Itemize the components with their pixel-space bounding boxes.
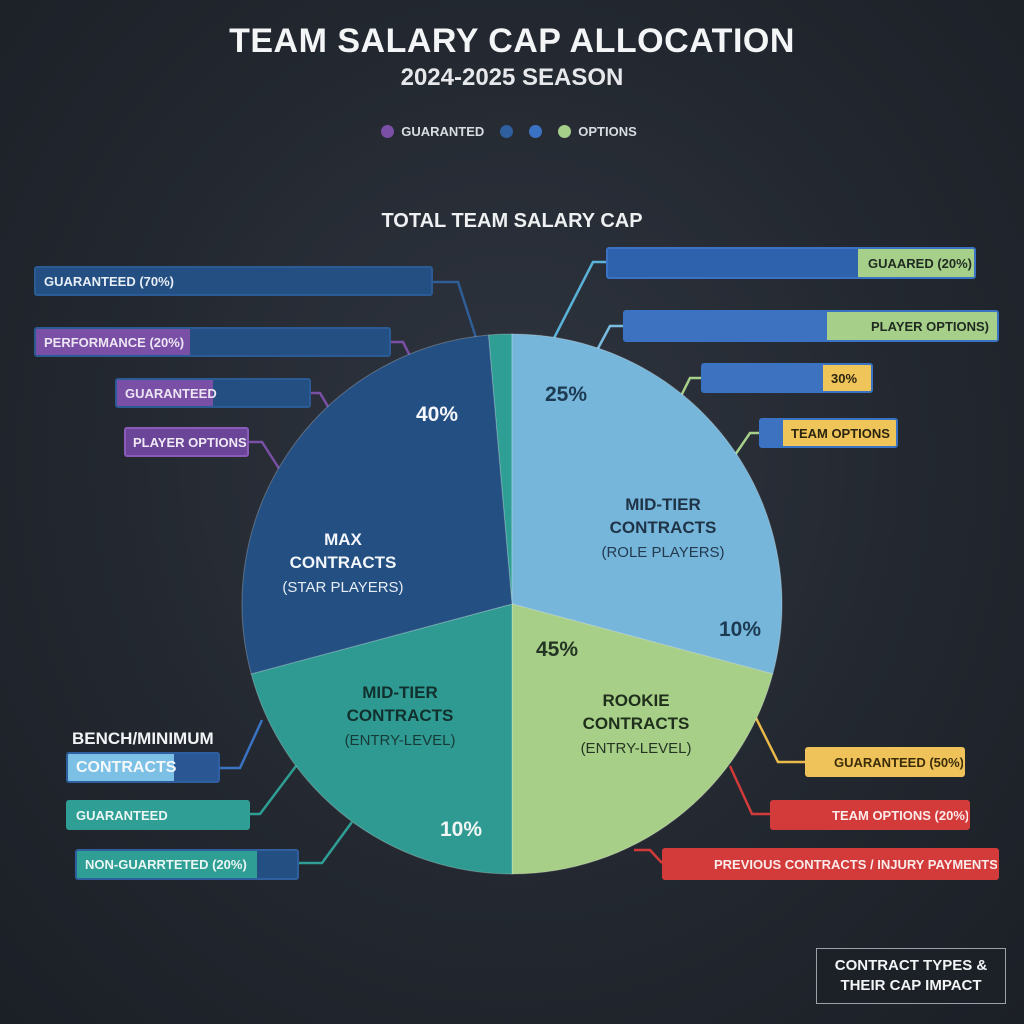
pie-text: MID-TIER CONTRACTS (ROLE PLAYERS) ROOKIE CON…: [282, 383, 761, 841]
slice-title-line: ROOKIE: [602, 691, 669, 710]
callout-label: GUARANTEED: [76, 807, 168, 823]
percent-label: 45%: [536, 638, 578, 661]
percent-label: 10%: [440, 818, 482, 841]
pie-slice: [241, 334, 513, 675]
callout-guaranteed-50: GUARANTEED (50%): [805, 747, 965, 777]
callout-non-guaranteed-20: NON-GUARRTETED (20%): [75, 849, 299, 880]
callout-label: CONTRACTS: [68, 754, 176, 781]
connector-line: [550, 260, 607, 343]
callout-30: 30%: [701, 363, 873, 393]
callout-previous-contracts: PREVIOUS CONTRACTS / INJURY PAYMENTS: [662, 848, 999, 880]
callout-player-options-left: PLAYER OPTIONS): [124, 427, 249, 457]
connector-line: [298, 821, 354, 865]
connector-line: [310, 391, 332, 411]
callout-performance-20: PERFORMANCE (20%): [34, 327, 391, 357]
legend-item-guaranted: GUARANTED: [381, 124, 484, 139]
callout-guaared-20: GUAARED (20%): [606, 247, 976, 279]
footer-box: CONTRACT TYPES & THEIR CAP IMPACT: [816, 948, 1006, 1004]
callout-contracts: CONTRACTS: [66, 752, 220, 783]
legend-item-blue-dark: [500, 125, 514, 138]
slice-sublabel: (ROLE PLAYERS): [601, 544, 724, 561]
footer-line-1: CONTRACT TYPES &: [834, 957, 988, 974]
connector-line: [432, 280, 480, 345]
slice-title-line: CONTRACTS: [610, 518, 717, 537]
connector-line: [248, 440, 282, 471]
callout-label: TEAM OPTIONS (20%): [832, 807, 970, 823]
slice-sublabel: (ENTRY-LEVEL): [345, 732, 456, 749]
legend-item-options: OPTIONS: [558, 124, 637, 139]
connector-line: [390, 340, 414, 361]
callout-guaranteed-70: GUARANTEED (70%): [34, 266, 433, 296]
callout-label: PLAYER OPTIONS): [827, 312, 997, 340]
bench-minimum-title: BENCH/MINIMUM: [72, 729, 214, 748]
pie-slice: [487, 333, 513, 605]
connector-line: [594, 324, 623, 353]
legend-label: OPTIONS: [578, 124, 637, 139]
connector-line: [733, 431, 760, 456]
legend-item-blue: [529, 125, 543, 138]
slice-title-line: CONTRACTS: [583, 714, 690, 733]
connector-line: [728, 765, 770, 816]
slice-title-line: MID-TIER: [362, 683, 438, 702]
callout-label: NON-GUARRTETED (20%): [77, 851, 257, 878]
slice-title-line: CONTRACTS: [347, 706, 454, 725]
chart-subtitle: 2024-2025 SEASON: [400, 64, 624, 91]
callout-team-options-right: TEAM OPTIONS: [759, 418, 898, 448]
legend-swatch-green: [558, 125, 572, 138]
callout-label: GUARANTEED (50%): [834, 754, 965, 770]
pie-slice: [250, 603, 513, 875]
callout-label: PREVIOUS CONTRACTS / INJURY PAYMENTS: [714, 856, 998, 872]
slice-sublabel: (ENTRY-LEVEL): [581, 740, 692, 757]
percent-label: 25%: [545, 383, 587, 406]
percent-label: 40%: [416, 403, 458, 426]
callout-label: GUARANTEED: [117, 380, 217, 406]
chart-title: TEAM SALARY CAP ALLOCATION: [229, 22, 795, 60]
callout-player-options-right: PLAYER OPTIONS): [623, 310, 999, 342]
callout-guaranteed: GUARANTEED: [115, 378, 311, 408]
connector-line: [634, 848, 663, 864]
pie-slices: [241, 333, 783, 875]
pie-slice: [511, 603, 774, 875]
callout-label: GUAARED (20%): [858, 249, 974, 277]
connector-line: [678, 376, 702, 399]
slice-title-line: CONTRACTS: [290, 553, 397, 572]
callout-label: GUARANTEED (70%): [44, 273, 175, 289]
legend-swatch-blue: [529, 125, 543, 138]
legend-swatch-dark-blue: [500, 125, 514, 138]
callout-label: PLAYER OPTIONS): [133, 434, 249, 450]
total-salary-cap-label: TOTAL TEAM SALARY CAP: [381, 210, 643, 232]
callout-label: PERFORMANCE (20%): [36, 329, 190, 355]
callout-team-options-20: TEAM OPTIONS (20%): [770, 800, 970, 830]
legend-label: GUARANTED: [401, 124, 485, 139]
slice-sublabel: (STAR PLAYERS): [282, 579, 403, 596]
connector-line: [250, 765, 297, 816]
connector-line: [754, 717, 805, 764]
slice-title-line: MAX: [324, 530, 362, 549]
percent-label: 10%: [719, 618, 761, 641]
callout-label: 30%: [823, 365, 871, 391]
connector-line: [220, 719, 264, 770]
pie-slice: [511, 333, 783, 675]
slice-title-line: MID-TIER: [625, 495, 701, 514]
callout-label: TEAM OPTIONS: [783, 420, 896, 446]
legend: GUARANTED OPTIONS: [0, 124, 1024, 139]
callout-connectors: [220, 260, 805, 865]
footer-line-2: THEIR CAP IMPACT: [840, 977, 982, 994]
callout-guaranteed-bench: GUARANTEED: [66, 800, 250, 830]
legend-swatch-purple: [381, 125, 395, 138]
